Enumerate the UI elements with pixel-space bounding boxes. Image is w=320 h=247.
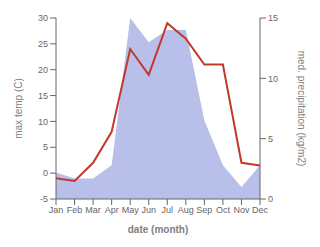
svg-text:Dec: Dec <box>252 205 269 215</box>
svg-text:Nov: Nov <box>233 205 250 215</box>
svg-text:15: 15 <box>38 91 48 101</box>
svg-text:Jan: Jan <box>49 205 64 215</box>
svg-text:15: 15 <box>268 13 278 23</box>
svg-text:Sep: Sep <box>196 205 212 215</box>
svg-text:Jun: Jun <box>141 205 156 215</box>
svg-text:10: 10 <box>268 74 278 84</box>
svg-text:Oct: Oct <box>216 205 231 215</box>
svg-text:5: 5 <box>268 134 273 144</box>
svg-text:10: 10 <box>38 117 48 127</box>
svg-text:max temp (C): max temp (C) <box>13 78 24 139</box>
svg-text:Mar: Mar <box>85 205 101 215</box>
svg-text:-5: -5 <box>40 194 48 204</box>
svg-text:Apr: Apr <box>105 205 119 215</box>
svg-text:30: 30 <box>38 13 48 23</box>
svg-text:Feb: Feb <box>67 205 83 215</box>
svg-text:Aug: Aug <box>178 205 194 215</box>
svg-text:May: May <box>122 205 140 215</box>
svg-text:med. precipitation (kg/m2): med. precipitation (kg/m2) <box>296 51 307 167</box>
svg-text:date (month): date (month) <box>128 224 189 235</box>
svg-text:20: 20 <box>38 65 48 75</box>
svg-text:Jul: Jul <box>162 205 174 215</box>
svg-text:0: 0 <box>43 168 48 178</box>
svg-text:25: 25 <box>38 39 48 49</box>
svg-text:0: 0 <box>268 194 273 204</box>
svg-text:5: 5 <box>43 142 48 152</box>
